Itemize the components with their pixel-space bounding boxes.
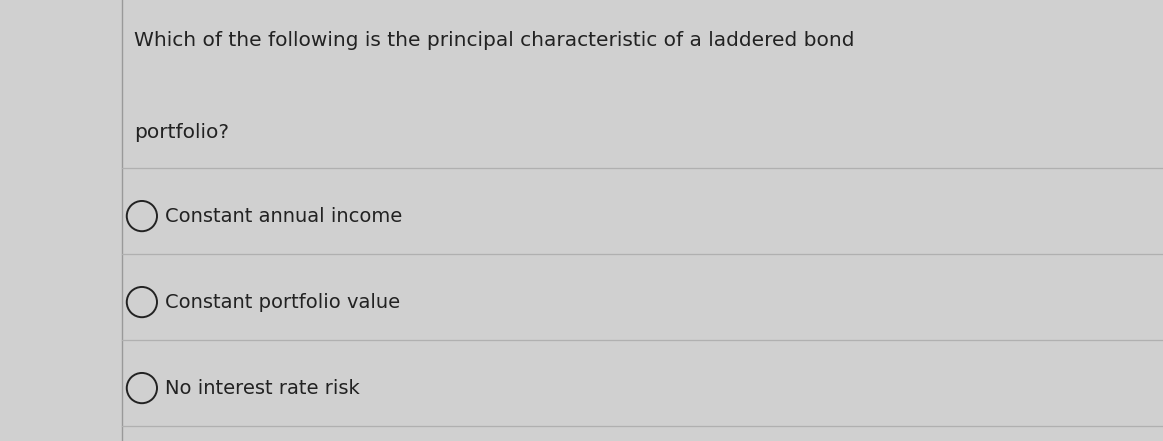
Text: No interest rate risk: No interest rate risk bbox=[165, 378, 359, 398]
Text: Constant annual income: Constant annual income bbox=[165, 206, 402, 226]
Text: Which of the following is the principal characteristic of a laddered bond: Which of the following is the principal … bbox=[134, 31, 855, 50]
Text: Constant portfolio value: Constant portfolio value bbox=[165, 292, 400, 312]
Text: portfolio?: portfolio? bbox=[134, 123, 229, 142]
